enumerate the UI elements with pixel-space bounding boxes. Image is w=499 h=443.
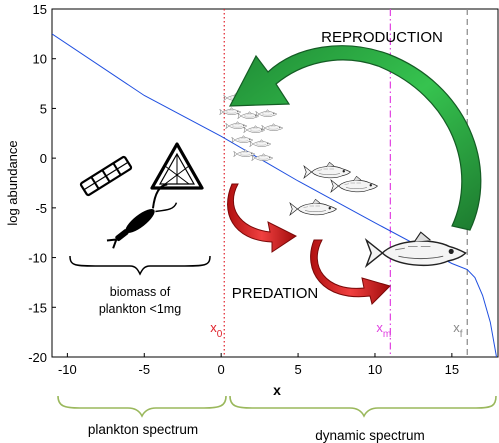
reproduction-arrow <box>228 45 482 231</box>
large-fish-icon <box>365 231 467 267</box>
x-tick-label-1: -5 <box>138 362 150 377</box>
biomass-brace <box>69 255 211 276</box>
reproduction-label: REPRODUCTION <box>321 29 443 46</box>
copepod-icon <box>106 183 178 249</box>
y-tick-label-4: -5 <box>35 201 47 216</box>
x-tick-label-4: 10 <box>368 362 382 377</box>
y-tick-label-7: -20 <box>28 350 47 365</box>
plot-frame <box>51 8 499 358</box>
marker-label-m: xm <box>376 320 391 340</box>
plankton-spectrum-label: plankton spectrum <box>88 422 198 437</box>
y-axis-ticks: 15 10 5 0 -5 -10 -15 -20 <box>28 2 56 365</box>
y-axis-label: log abundance <box>5 140 20 225</box>
y-tick-label-6: -15 <box>28 300 47 315</box>
y-tick-label-2: 5 <box>40 101 47 116</box>
x-tick-label-5: 15 <box>445 362 459 377</box>
y-tick-label-5: -10 <box>28 251 47 266</box>
y-tick-label-1: 10 <box>33 52 47 67</box>
y-tick-label-0: 15 <box>33 2 47 17</box>
marker-label-f: xf <box>453 320 463 340</box>
diatom-icon <box>79 155 133 197</box>
biomass-label-line1: biomass of <box>110 285 171 299</box>
predation-label: PREDATION <box>232 285 318 302</box>
x-tick-label-2: 0 <box>218 362 225 377</box>
plankton-spectrum-brace <box>57 395 227 418</box>
biomass-label-line2: plankton <1mg <box>99 302 181 316</box>
x-tick-label-0: -10 <box>58 362 77 377</box>
predation-arrow-1 <box>227 183 297 253</box>
triangle-plankton-icon <box>150 142 204 190</box>
predation-arrow-2 <box>310 239 391 305</box>
x-axis-label: x <box>273 382 281 398</box>
x-axis-ticks: -10 -5 0 5 10 15 <box>58 353 459 377</box>
x-tick-label-3: 5 <box>294 362 301 377</box>
marker-label-0: x0 <box>210 320 223 340</box>
y-tick-label-3: 0 <box>40 151 47 166</box>
dynamic-spectrum-label: dynamic spectrum <box>315 428 425 443</box>
dynamic-spectrum-brace <box>229 395 497 418</box>
fish-icon <box>289 161 378 216</box>
marker-labels: x0 xm xf <box>210 320 462 340</box>
